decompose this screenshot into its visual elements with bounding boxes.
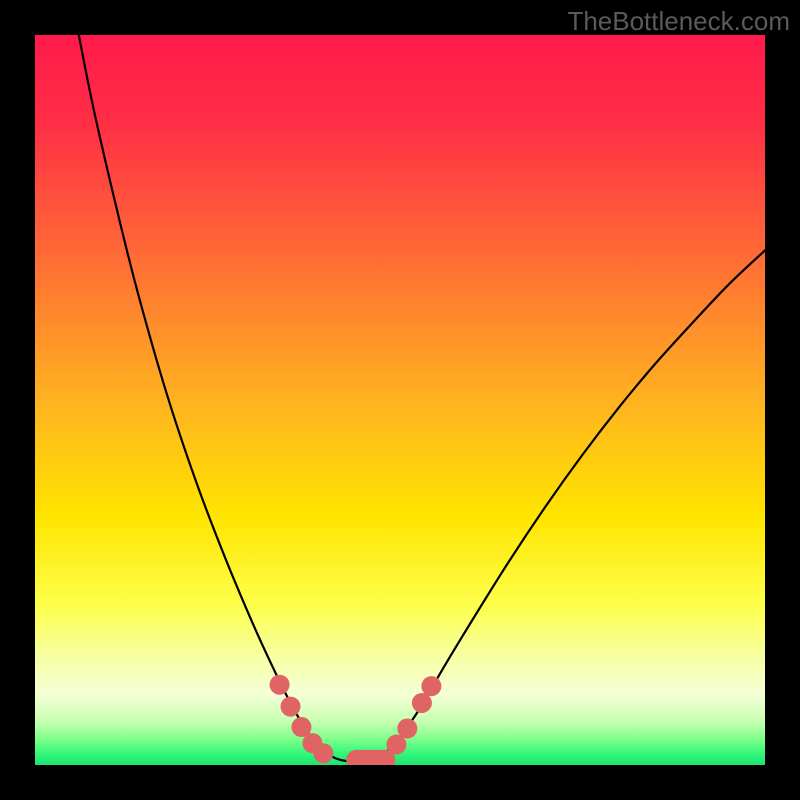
- marker-dot: [421, 676, 441, 696]
- marker-dot: [313, 743, 333, 763]
- marker-dot: [270, 675, 290, 695]
- marker-capsule: [346, 750, 395, 765]
- marker-dot: [412, 693, 432, 713]
- marker-dot: [397, 719, 417, 739]
- gradient-background: [35, 35, 765, 765]
- chart-stage: TheBottleneck.com: [0, 0, 800, 800]
- watermark-label: TheBottleneck.com: [567, 6, 790, 37]
- bottleneck-curve-chart: [35, 35, 765, 765]
- marker-dot: [281, 697, 301, 717]
